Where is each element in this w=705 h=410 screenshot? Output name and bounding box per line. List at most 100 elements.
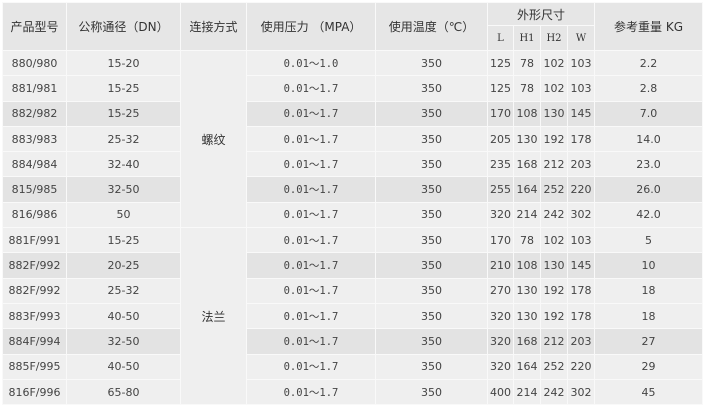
pressure-cell: 0.01～1.7 <box>246 328 376 355</box>
temperature-cell: 350 <box>375 353 488 380</box>
dim-h2-cell: 102 <box>540 75 568 102</box>
dn-cell: 65-80 <box>66 378 181 406</box>
table-row: 885F/995 40-50 0.01～1.7 350 320 164 252 220 29 <box>2 353 703 380</box>
weight-cell: 23.0 <box>594 151 703 178</box>
temperature-cell: 350 <box>375 378 488 406</box>
model-cell: 815/985 <box>2 176 67 203</box>
table-row: 882F/992 25-32 0.01～1.7 350 270 130 192 178 18 <box>2 277 703 304</box>
dim-w-cell: 220 <box>566 353 596 380</box>
model-cell: 881/981 <box>2 75 67 102</box>
pressure-cell: 0.01～1.7 <box>246 125 376 153</box>
dim-h2-cell: 242 <box>540 378 568 406</box>
weight-cell: 26.0 <box>594 176 703 203</box>
weight-cell: 18 <box>594 277 703 304</box>
dim-h2-cell: 252 <box>540 176 568 203</box>
table-row: 880/980 15-20 螺纹 0.01～1.0 350 125 78 102 103 2.2 <box>2 49 703 229</box>
dn-cell: 40-50 <box>66 302 181 330</box>
dim-w-cell: 302 <box>566 201 596 229</box>
dim-l-cell: 205 <box>487 125 514 153</box>
dn-cell: 25-32 <box>66 125 181 153</box>
weight-cell: 10 <box>594 252 703 279</box>
dn-cell: 32-50 <box>66 328 181 355</box>
table-row: 882F/992 20-25 0.01～1.7 350 210 108 130 145 10 <box>2 252 703 279</box>
dim-l-cell: 170 <box>487 227 514 254</box>
dim-h2-cell: 192 <box>540 302 568 330</box>
dim-l-cell: 125 <box>487 75 514 102</box>
pressure-cell: 0.01～1.7 <box>246 353 376 380</box>
weight-cell: 14.0 <box>594 125 703 153</box>
table-row: 882/982 15-25 0.01～1.7 350 170 108 130 145 7.0 <box>2 100 703 127</box>
table-row: 884/984 32-40 0.01～1.7 350 235 168 212 203 23.0 <box>2 151 703 178</box>
dim-h1-cell: 78 <box>513 227 541 254</box>
table-header: 产品型号 公称通径（DN） 连接方式 使用压力 （MPA） 使用温度（℃） 外形… <box>2 2 703 51</box>
dn-cell: 15-25 <box>66 75 181 102</box>
weight-cell: 7.0 <box>594 100 703 127</box>
dn-cell: 32-40 <box>66 151 181 178</box>
dim-h1-cell: 130 <box>513 125 541 153</box>
dim-w-cell: 178 <box>566 277 596 304</box>
pressure-cell: 0.01～1.7 <box>246 100 376 127</box>
dim-l-cell: 255 <box>487 176 514 203</box>
dim-h1-cell: 168 <box>513 328 541 355</box>
temperature-cell: 350 <box>375 252 488 279</box>
dim-l-cell: 320 <box>487 328 514 355</box>
dim-l-cell: 235 <box>487 151 514 178</box>
dim-l-cell: 125 <box>487 49 514 77</box>
header-weight: 参考重量 KG <box>594 2 703 51</box>
pressure-cell: 0.01～1.7 <box>246 176 376 203</box>
weight-cell: 42.0 <box>594 201 703 229</box>
model-cell: 881F/991 <box>2 227 67 254</box>
pressure-cell: 0.01～1.7 <box>246 302 376 330</box>
model-cell: 885F/995 <box>2 353 67 380</box>
pressure-cell: 0.01～1.7 <box>246 75 376 102</box>
dim-h2-cell: 130 <box>540 100 568 127</box>
dim-l-cell: 320 <box>487 201 514 229</box>
dim-h2-cell: 102 <box>540 227 568 254</box>
dim-w-cell: 178 <box>566 125 596 153</box>
weight-cell: 2.2 <box>594 49 703 77</box>
connection-type-cell: 法兰 <box>180 227 247 406</box>
pressure-cell: 0.01～1.7 <box>246 201 376 229</box>
dn-cell: 15-25 <box>66 227 181 254</box>
model-cell: 816/986 <box>2 201 67 229</box>
table-row: 883F/993 40-50 0.01～1.7 350 320 130 192 178 18 <box>2 302 703 330</box>
dim-w-cell: 203 <box>566 151 596 178</box>
product-spec-table: 产品型号 公称通径（DN） 连接方式 使用压力 （MPA） 使用温度（℃） 外形… <box>2 2 703 406</box>
table-row: 884F/994 32-50 0.01～1.7 350 320 168 212 203 27 <box>2 328 703 355</box>
header-connection: 连接方式 <box>180 2 247 51</box>
dim-h2-cell: 212 <box>540 151 568 178</box>
temperature-cell: 350 <box>375 201 488 229</box>
header-dim-h2: H2 <box>540 25 568 51</box>
temperature-cell: 350 <box>375 100 488 127</box>
dim-l-cell: 320 <box>487 302 514 330</box>
dim-w-cell: 103 <box>566 227 596 254</box>
weight-cell: 2.8 <box>594 75 703 102</box>
connection-type-cell: 螺纹 <box>180 49 247 229</box>
dim-w-cell: 103 <box>566 75 596 102</box>
temperature-cell: 350 <box>375 176 488 203</box>
dim-h2-cell: 192 <box>540 277 568 304</box>
table-row: 881F/991 15-25 法兰 0.01～1.7 350 170 78 102 103 5 <box>2 227 703 406</box>
header-model: 产品型号 <box>2 2 67 51</box>
table-row: 816F/996 65-80 0.01～1.7 350 400 214 242 302 45 <box>2 378 703 406</box>
weight-cell: 27 <box>594 328 703 355</box>
dim-h1-cell: 168 <box>513 151 541 178</box>
model-cell: 883/983 <box>2 125 67 153</box>
temperature-cell: 350 <box>375 227 488 254</box>
table-row: 883/983 25-32 0.01～1.7 350 205 130 192 178 14.0 <box>2 125 703 153</box>
pressure-cell: 0.01～1.7 <box>246 227 376 254</box>
dim-l-cell: 320 <box>487 353 514 380</box>
dim-l-cell: 270 <box>487 277 514 304</box>
pressure-cell: 0.01～1.7 <box>246 277 376 304</box>
dim-w-cell: 145 <box>566 100 596 127</box>
temperature-cell: 350 <box>375 49 488 77</box>
header-dim-l: L <box>487 25 514 51</box>
dim-w-cell: 178 <box>566 302 596 330</box>
dim-w-cell: 220 <box>566 176 596 203</box>
dim-h2-cell: 212 <box>540 328 568 355</box>
dn-cell: 20-25 <box>66 252 181 279</box>
dim-h1-cell: 78 <box>513 49 541 77</box>
temperature-cell: 350 <box>375 328 488 355</box>
dim-w-cell: 203 <box>566 328 596 355</box>
model-cell: 884F/994 <box>2 328 67 355</box>
